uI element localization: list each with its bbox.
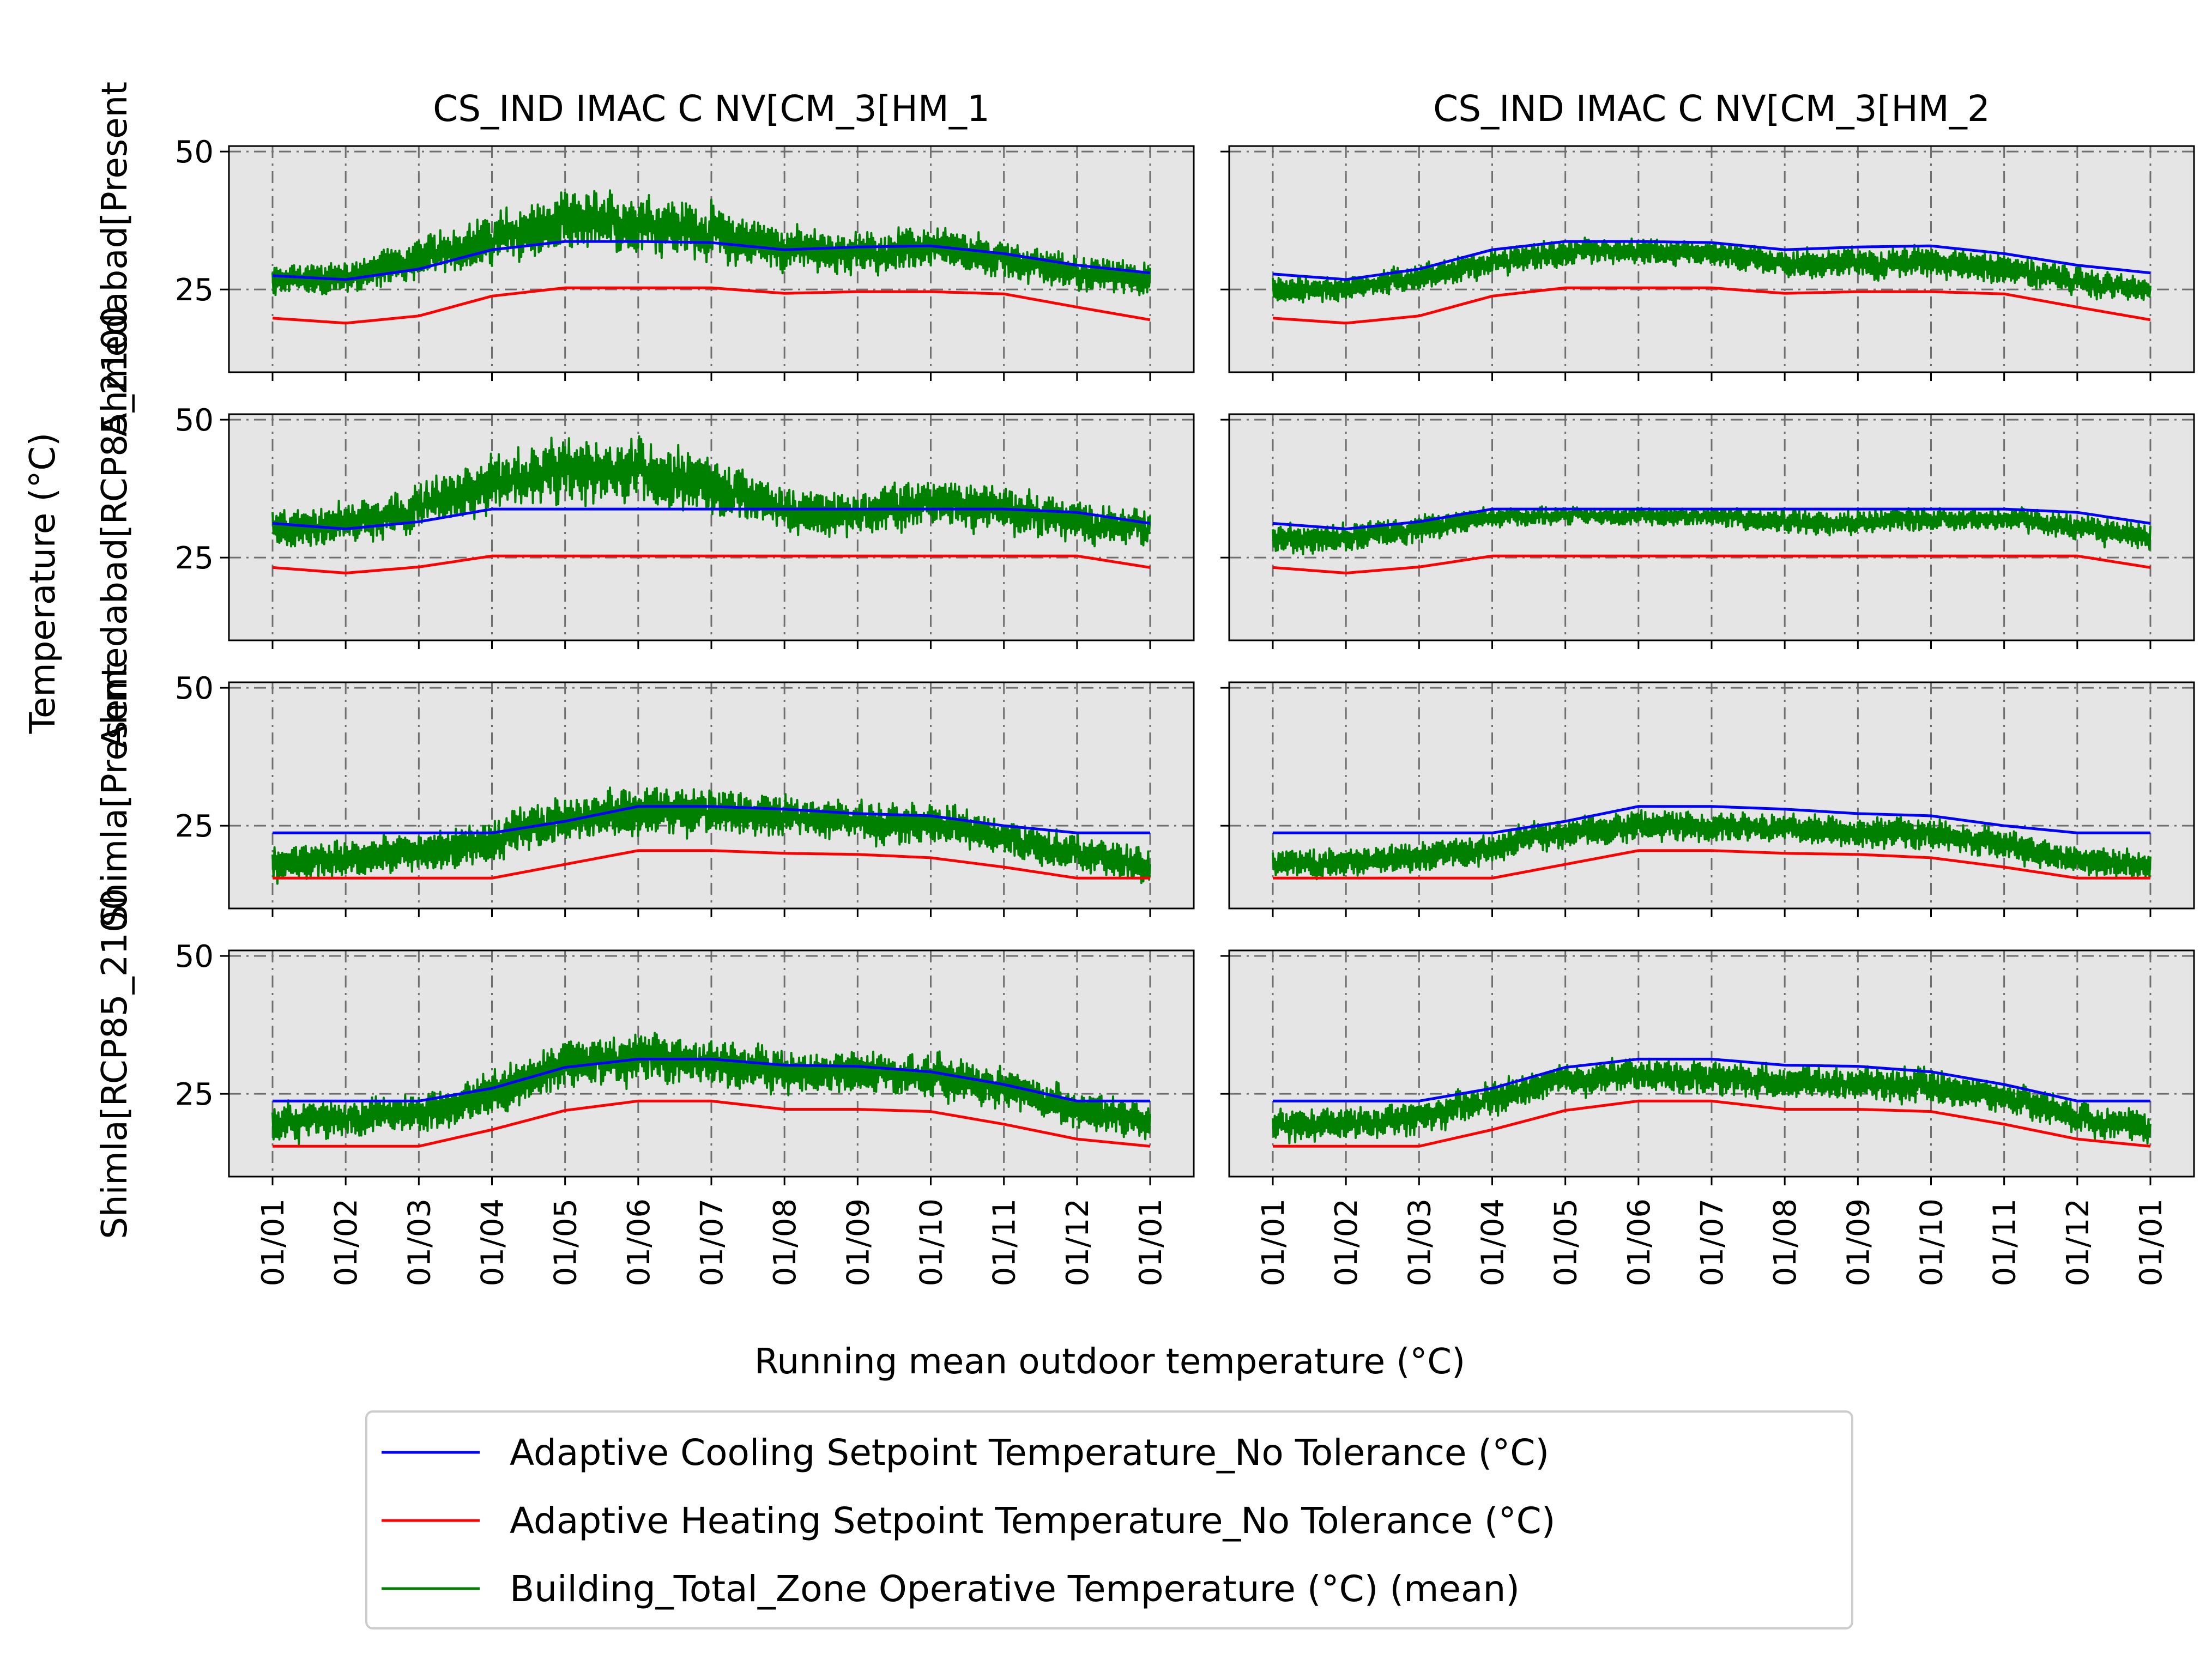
x-tick-label: 01/07 <box>694 1198 730 1286</box>
y-axis-label: Temperature (°C) <box>23 433 63 734</box>
x-tick-label: 01/10 <box>1914 1198 1950 1286</box>
heating-setpoint-line <box>1272 554 2151 575</box>
y-tick-label: 25 <box>175 809 214 844</box>
y-tick-label: 50 <box>175 939 214 974</box>
legend-frame <box>365 1410 1853 1629</box>
x-tick-label: 01/05 <box>1549 1198 1584 1286</box>
cooling-setpoint-line <box>1272 507 2151 531</box>
series-group <box>271 435 1151 575</box>
x-tick-label: 01/05 <box>548 1198 584 1286</box>
row-label: Ahmedabad[RCP85_2100 <box>95 306 135 748</box>
panel-frame <box>228 681 1195 910</box>
cooling-setpoint-line <box>1272 240 2151 281</box>
x-tick-label: 01/12 <box>2060 1198 2096 1286</box>
series-group <box>1272 1057 2151 1148</box>
y-tick-label: 50 <box>175 135 214 170</box>
series-group <box>271 189 1151 325</box>
y-tick-label: 25 <box>175 272 214 308</box>
heating-setpoint-line <box>1273 849 2150 880</box>
panel-frame <box>1228 949 2195 1178</box>
panel-frame <box>1228 145 2195 373</box>
x-tick-label: 01/03 <box>1402 1198 1437 1286</box>
operative-temperature-line <box>1272 809 2151 881</box>
panel <box>1220 413 2195 649</box>
x-tick-label: 01/08 <box>1768 1198 1803 1286</box>
legend-heating-label: Adaptive Heating Setpoint Temperature_No… <box>510 1500 1555 1542</box>
x-tick-label: 01/09 <box>841 1198 876 1286</box>
x-tick-label: 01/04 <box>475 1198 511 1286</box>
cooling-setpoint-line <box>272 240 1151 281</box>
x-tick-label: 01/10 <box>914 1198 950 1286</box>
x-tick-label: 01/11 <box>987 1198 1023 1286</box>
series-group <box>1272 505 2151 575</box>
x-tick-label: 01/08 <box>767 1198 803 1286</box>
legend-operative-label: Building_Total_Zone Operative Temperatur… <box>510 1568 1520 1610</box>
x-tick-label: 01/03 <box>402 1198 437 1286</box>
panel <box>1220 681 2195 917</box>
series-group <box>271 1032 1151 1148</box>
cooling-setpoint-line <box>1273 805 2150 834</box>
row-label: Ahmedabad[Present <box>95 82 135 437</box>
y-tick-label: 50 <box>175 403 214 438</box>
y-tick-label: 50 <box>175 671 214 706</box>
cooling-setpoint-line <box>273 1057 1150 1102</box>
panel-frame <box>228 145 1195 373</box>
heating-setpoint-line <box>273 849 1150 880</box>
column-title: CS_IND IMAC C NV[CM_3[HM_2 <box>1433 88 1990 130</box>
panel-frame <box>1228 681 2195 910</box>
x-tick-label: 01/11 <box>1987 1198 2023 1286</box>
x-tick-label: 01/12 <box>1060 1198 1096 1286</box>
x-tick-label: 01/01 <box>2134 1198 2169 1286</box>
series-group <box>1272 805 2151 881</box>
x-axis-label: Running mean outdoor temperature (°C) <box>754 1342 1465 1382</box>
series-group <box>271 786 1151 885</box>
heating-setpoint-line <box>273 1099 1151 1148</box>
legend: Adaptive Cooling Setpoint Temperature_No… <box>365 1410 1853 1629</box>
heating-setpoint-line <box>272 286 1151 325</box>
operative-temperature-line <box>1272 1057 2151 1145</box>
panel-background <box>1229 950 2194 1177</box>
x-tick-label: 01/06 <box>621 1198 657 1286</box>
operative-temperature-line <box>271 1032 1151 1146</box>
row-label: Shimla[RCP85_2100 <box>95 888 135 1239</box>
panel: 25 50 <box>175 671 1195 917</box>
y-tick-label: 25 <box>175 1077 214 1112</box>
series-group <box>1272 237 2151 325</box>
operative-temperature-line <box>1272 237 2151 304</box>
x-tick-label: 01/02 <box>1329 1198 1364 1286</box>
x-tick-label: 01/06 <box>1622 1198 1657 1286</box>
panel: 25 50 <box>175 403 1195 649</box>
operative-temperature-line <box>271 435 1151 548</box>
panels-layer: CS_IND IMAC C NV[CM_3[HM_1 CS_IND IMAC C … <box>95 82 2195 1286</box>
x-tick-label: 01/07 <box>1695 1198 1730 1286</box>
panel-frame <box>228 949 1195 1178</box>
operative-temperature-line <box>271 189 1151 296</box>
x-tick-label: 01/01 <box>256 1198 291 1286</box>
legend-cooling-label: Adaptive Cooling Setpoint Temperature_No… <box>510 1432 1549 1474</box>
panel-frame <box>1228 413 2195 641</box>
panel: 25 50 <box>175 939 1195 1185</box>
x-tick-label: 01/01 <box>1133 1198 1169 1286</box>
column-title: CS_IND IMAC C NV[CM_3[HM_1 <box>433 88 990 130</box>
panel: 25 50 <box>175 135 1195 381</box>
cooling-setpoint-line <box>272 507 1151 531</box>
y-tick-label: 25 <box>175 541 214 576</box>
panel <box>1220 949 2195 1185</box>
x-tick-label: 01/04 <box>1476 1198 1511 1286</box>
cooling-setpoint-line <box>273 805 1150 834</box>
cooling-setpoint-line <box>1273 1057 2150 1102</box>
heating-setpoint-line <box>1273 1099 2151 1148</box>
x-tick-label: 01/09 <box>1841 1198 1876 1286</box>
x-tick-label: 01/02 <box>329 1198 364 1286</box>
row-label: Shimla[Present <box>95 664 135 927</box>
x-tick-label: 01/01 <box>1256 1198 1291 1286</box>
panel <box>1220 145 2195 381</box>
heating-setpoint-line <box>1272 286 2151 325</box>
panel-frame <box>228 413 1195 641</box>
heating-setpoint-line <box>272 554 1151 575</box>
